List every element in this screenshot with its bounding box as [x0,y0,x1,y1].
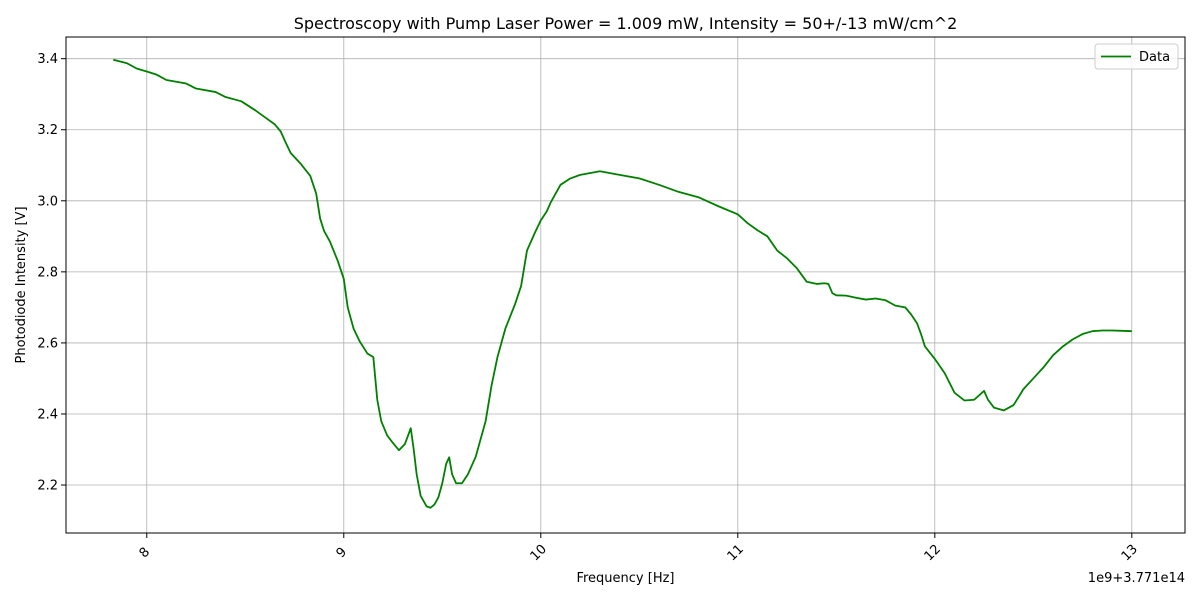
x-axis-offset-text: 1e9+3.771e14 [1088,571,1185,586]
chart-title: Spectroscopy with Pump Laser Power = 1.0… [294,14,958,33]
y-tick-label: 2.2 [37,479,58,494]
grid [66,37,1185,533]
x-tick-label: 10 [528,542,550,564]
x-tick-label: 8 [137,545,153,561]
x-tick-label: 12 [922,542,944,564]
legend: Data [1094,43,1179,70]
y-tick-label: 3.0 [37,194,58,209]
legend-box [1094,43,1179,70]
x-axis-label: Frequency [Hz] [576,571,674,586]
x-tick-label: 13 [1119,542,1141,564]
x-tick-label: 9 [334,545,350,561]
x-axis-ticks: 8 9 10 11 12 13 [137,533,1141,564]
series-line-data [113,58,1132,509]
y-tick-label: 2.6 [37,336,58,351]
y-tick-label: 2.4 [37,407,58,422]
y-tick-label: 3.4 [37,52,58,67]
y-axis-ticks: 2.2 2.4 2.6 2.8 3.0 3.2 3.4 [37,52,66,494]
axes-frame [65,36,1186,534]
legend-label: Data [1139,50,1170,65]
plot-area [113,58,1132,509]
y-axis-label: Photodiode Intensity [V] [14,206,29,363]
y-tick-label: 3.2 [37,123,58,138]
x-tick-label: 11 [725,542,747,564]
y-tick-label: 2.8 [37,265,58,280]
